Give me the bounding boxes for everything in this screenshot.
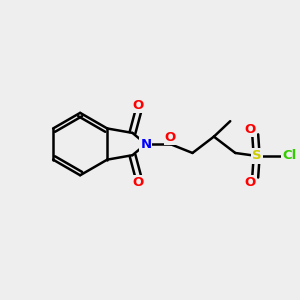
Text: O: O bbox=[133, 176, 144, 189]
Text: Cl: Cl bbox=[282, 149, 296, 162]
Text: O: O bbox=[133, 99, 144, 112]
Text: O: O bbox=[244, 176, 256, 189]
Text: S: S bbox=[252, 149, 262, 162]
Text: N: N bbox=[140, 138, 152, 151]
Text: O: O bbox=[244, 123, 256, 136]
Text: O: O bbox=[165, 131, 176, 144]
